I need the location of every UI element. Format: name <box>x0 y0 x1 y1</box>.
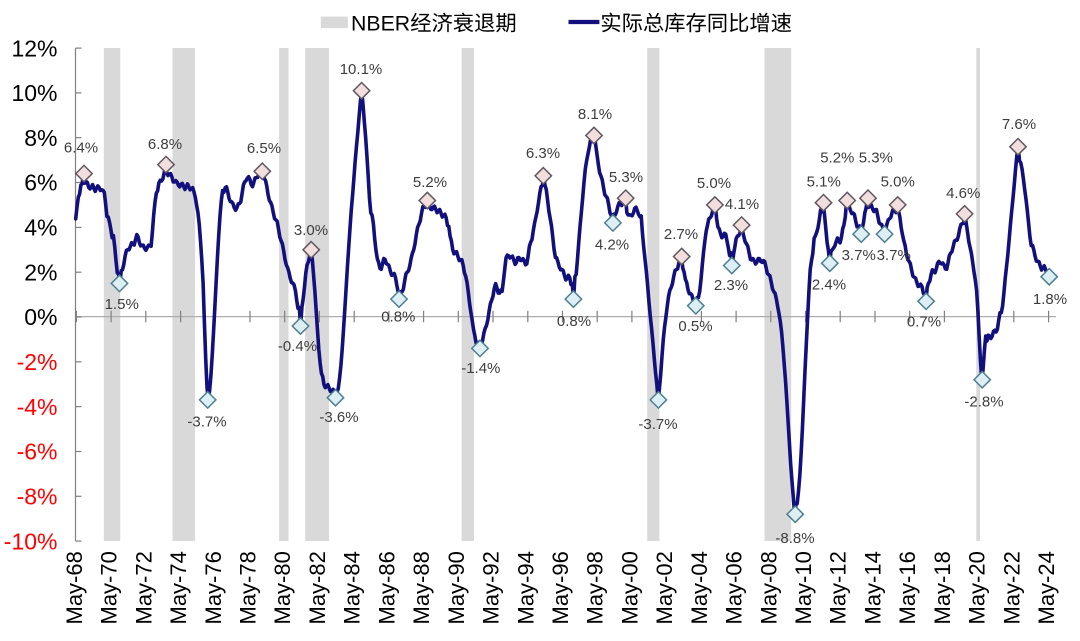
svg-text:2.7%: 2.7% <box>664 226 698 243</box>
svg-text:4.1%: 4.1% <box>725 196 759 213</box>
svg-text:4.2%: 4.2% <box>595 237 629 254</box>
svg-text:2.3%: 2.3% <box>714 277 748 294</box>
svg-text:3.0%: 3.0% <box>294 222 328 239</box>
svg-text:May-12: May-12 <box>826 551 851 624</box>
svg-text:-2%: -2% <box>17 349 58 375</box>
svg-text:May-04: May-04 <box>687 551 712 624</box>
svg-text:May-06: May-06 <box>722 551 747 624</box>
svg-text:3.7%: 3.7% <box>842 247 876 264</box>
svg-text:May-00: May-00 <box>617 551 642 624</box>
svg-text:0%: 0% <box>24 304 57 330</box>
svg-text:May-10: May-10 <box>791 551 816 624</box>
svg-text:May-74: May-74 <box>166 551 191 624</box>
svg-text:12%: 12% <box>11 35 57 61</box>
svg-text:-3.7%: -3.7% <box>187 414 226 431</box>
svg-text:5.2%: 5.2% <box>413 174 447 191</box>
svg-text:May-20: May-20 <box>965 551 990 624</box>
svg-text:5.3%: 5.3% <box>609 169 643 186</box>
svg-text:-8.8%: -8.8% <box>775 530 814 547</box>
svg-text:10%: 10% <box>11 80 57 106</box>
svg-text:5.0%: 5.0% <box>697 175 731 192</box>
svg-text:2%: 2% <box>24 259 57 285</box>
svg-text:May-90: May-90 <box>444 551 469 624</box>
svg-text:4%: 4% <box>24 215 57 241</box>
svg-text:5.0%: 5.0% <box>881 174 915 191</box>
svg-text:7.6%: 7.6% <box>1002 116 1036 133</box>
svg-text:2.4%: 2.4% <box>812 277 846 294</box>
svg-text:May-88: May-88 <box>409 551 434 624</box>
svg-text:1.5%: 1.5% <box>105 296 139 313</box>
svg-text:-4%: -4% <box>17 394 58 420</box>
svg-text:May-14: May-14 <box>861 551 886 624</box>
svg-text:0.5%: 0.5% <box>678 318 712 335</box>
svg-text:4.6%: 4.6% <box>946 185 980 202</box>
svg-text:May-86: May-86 <box>374 551 399 624</box>
svg-text:5.1%: 5.1% <box>807 174 841 191</box>
svg-text:May-80: May-80 <box>270 551 295 624</box>
svg-text:8%: 8% <box>24 125 57 151</box>
svg-text:May-94: May-94 <box>513 551 538 624</box>
svg-text:May-78: May-78 <box>236 551 261 624</box>
svg-text:May-92: May-92 <box>479 551 504 624</box>
svg-text:May-82: May-82 <box>305 551 330 624</box>
svg-text:6.8%: 6.8% <box>148 136 182 153</box>
svg-text:8.1%: 8.1% <box>578 106 612 123</box>
svg-text:May-72: May-72 <box>131 551 156 624</box>
svg-text:6.4%: 6.4% <box>64 140 98 157</box>
svg-text:-3.6%: -3.6% <box>319 409 358 426</box>
svg-text:5.2%: 5.2% <box>820 150 854 167</box>
svg-text:6%: 6% <box>24 170 57 196</box>
svg-text:1.8%: 1.8% <box>1033 291 1067 308</box>
svg-text:May-68: May-68 <box>62 551 87 624</box>
svg-text:May-16: May-16 <box>895 551 920 624</box>
svg-text:May-70: May-70 <box>97 551 122 624</box>
svg-text:6.3%: 6.3% <box>526 145 560 162</box>
svg-text:May-02: May-02 <box>652 551 677 624</box>
svg-text:May-24: May-24 <box>1034 551 1059 624</box>
svg-text:-1.4%: -1.4% <box>461 360 500 377</box>
svg-text:-2.8%: -2.8% <box>964 394 1003 411</box>
svg-text:May-08: May-08 <box>756 551 781 624</box>
svg-text:0.8%: 0.8% <box>557 313 591 330</box>
svg-text:3.7%: 3.7% <box>877 247 911 264</box>
svg-text:May-96: May-96 <box>548 551 573 624</box>
svg-text:-8%: -8% <box>17 484 58 510</box>
svg-text:May-98: May-98 <box>583 551 608 624</box>
svg-text:0.8%: 0.8% <box>381 309 415 326</box>
svg-text:May-18: May-18 <box>930 551 955 624</box>
svg-text:6.5%: 6.5% <box>247 140 281 157</box>
svg-text:-0.4%: -0.4% <box>278 338 317 355</box>
svg-text:May-84: May-84 <box>340 551 365 624</box>
svg-text:-6%: -6% <box>17 439 58 465</box>
svg-text:-3.7%: -3.7% <box>638 416 677 433</box>
svg-text:5.3%: 5.3% <box>859 150 893 167</box>
svg-text:May-76: May-76 <box>201 551 226 624</box>
svg-text:0.7%: 0.7% <box>907 314 941 331</box>
svg-text:-10%: -10% <box>4 528 58 554</box>
svg-text:NBER: NBER <box>351 12 410 36</box>
svg-text:May-22: May-22 <box>999 551 1024 624</box>
svg-text:10.1%: 10.1% <box>340 61 383 78</box>
